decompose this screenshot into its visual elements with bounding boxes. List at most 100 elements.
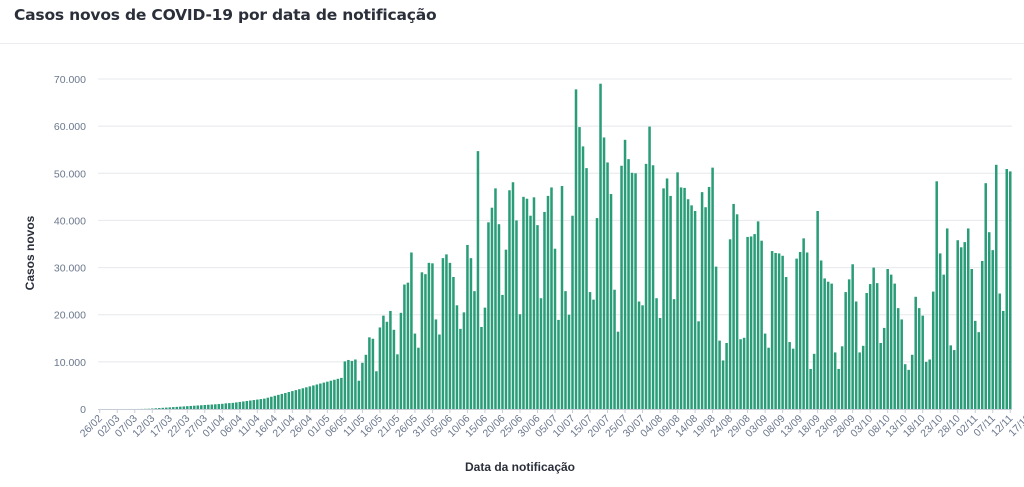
bar: [973, 320, 977, 409]
bar: [921, 315, 924, 409]
bar: [879, 343, 882, 409]
bar: [473, 291, 476, 409]
bar: [1008, 171, 1012, 409]
bar: [1001, 310, 1005, 409]
bar: [851, 264, 854, 409]
bar: [214, 404, 217, 409]
bar: [322, 382, 326, 409]
bar: [928, 359, 931, 409]
bar: [837, 368, 840, 409]
bar: [690, 205, 693, 409]
bar: [532, 197, 536, 409]
bar: [543, 211, 546, 409]
bar: [956, 240, 959, 409]
bar: [949, 345, 952, 409]
bar: [455, 305, 459, 409]
bar: [742, 337, 746, 409]
bar: [417, 347, 420, 409]
bar: [382, 315, 385, 409]
bar: [732, 203, 735, 409]
bar: [791, 348, 795, 409]
bar: [893, 283, 896, 409]
bar: [896, 308, 900, 409]
bar: [249, 400, 252, 409]
bar: [809, 368, 812, 409]
bar: [476, 151, 480, 409]
y-tick-label: 20.000: [54, 310, 86, 322]
bar: [280, 393, 284, 409]
bar: [235, 402, 238, 409]
bar: [970, 268, 973, 409]
bar: [676, 172, 679, 409]
bar: [686, 199, 690, 409]
bar: [259, 399, 263, 409]
bar: [361, 362, 364, 409]
y-tick-label: 10.000: [54, 357, 86, 369]
bar: [620, 165, 623, 409]
bar: [697, 321, 700, 409]
bar: [770, 251, 774, 409]
bar: [511, 182, 515, 409]
bar: [434, 319, 438, 409]
bar: [977, 332, 980, 409]
bar: [665, 178, 669, 409]
bar: [294, 390, 298, 409]
bar: [763, 333, 767, 409]
bar: [669, 195, 672, 409]
bar: [900, 319, 903, 409]
bar: [256, 399, 259, 409]
bar: [788, 342, 791, 409]
bar: [924, 361, 928, 409]
bar: [406, 282, 410, 409]
bar: [193, 405, 196, 409]
y-tick-label: 30.000: [54, 263, 86, 275]
bar: [749, 236, 753, 409]
bar: [347, 359, 350, 409]
bar: [721, 360, 725, 409]
bar: [546, 195, 550, 409]
bar: [980, 260, 984, 409]
bar: [767, 347, 770, 409]
bar: [739, 339, 742, 409]
bar: [963, 242, 966, 409]
bar: [714, 266, 718, 409]
bar: [438, 334, 441, 409]
bar: [606, 162, 609, 409]
bar: [371, 338, 375, 409]
bar: [357, 380, 361, 409]
bar: [672, 299, 676, 409]
bar: [679, 187, 683, 409]
bar: [784, 277, 788, 409]
title-divider: [0, 43, 1024, 44]
bar: [567, 314, 571, 409]
bar: [774, 252, 777, 409]
y-tick-label: 70.000: [54, 74, 86, 86]
y-tick-label: 40.000: [54, 215, 86, 227]
bar: [518, 314, 522, 409]
bar: [413, 333, 417, 409]
y-tick-label: 0: [80, 404, 86, 416]
bar: [994, 164, 998, 409]
bar: [448, 262, 452, 409]
bar: [966, 228, 970, 409]
bar: [623, 139, 627, 409]
bar: [196, 405, 200, 409]
y-tick-label: 60.000: [54, 121, 86, 133]
bar: [350, 360, 354, 409]
bar: [753, 234, 756, 409]
bar: [399, 312, 403, 409]
bar: [847, 279, 851, 409]
bar: [217, 404, 221, 409]
bar: [840, 346, 844, 409]
bar: [231, 402, 235, 409]
y-tick-label: 50.000: [54, 168, 86, 180]
bar: [210, 404, 214, 409]
y-axis-ticks: 0 10.000 20.000 30.000 40.000 50.000 60.000 70.…: [54, 74, 86, 416]
bar: [588, 292, 592, 409]
bar: [452, 277, 455, 409]
bar: [172, 407, 175, 409]
bar: [634, 173, 637, 409]
bar: [305, 387, 308, 409]
bar: [487, 222, 490, 409]
